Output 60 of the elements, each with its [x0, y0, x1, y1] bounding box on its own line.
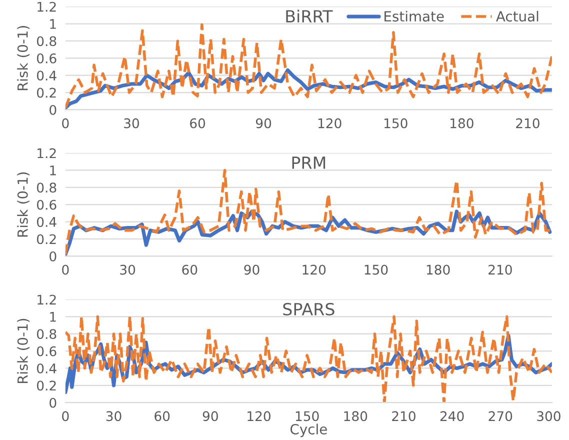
x-tick-label: 90: [244, 264, 260, 275]
y-tick-label: 0.8: [36, 36, 56, 46]
x-tick-label: 210: [516, 118, 540, 128]
y-tick-label: 1.2: [38, 294, 56, 304]
y-tick-label: 0.2: [36, 234, 56, 244]
y-axis-title: Risk (0-1): [17, 172, 30, 237]
x-tick-label: 120: [248, 411, 270, 422]
y-tick-label: 1.2: [38, 148, 56, 158]
x-tick-label: 180: [426, 264, 450, 275]
line-series: [65, 315, 552, 403]
x-tick-label: 120: [318, 118, 342, 128]
x-tick-label: 210: [488, 264, 512, 275]
y-axis-title: Risk (0-1): [17, 318, 30, 384]
x-tick-label: 150: [364, 264, 388, 275]
legend-label: Actual: [496, 10, 538, 22]
y-tick-label: 1.2: [38, 2, 56, 12]
x-tick-label: 30: [124, 118, 139, 128]
x-tick-label: 90: [256, 118, 272, 128]
x-tick-label: 0: [62, 411, 69, 422]
x-tick-label: 150: [296, 411, 319, 422]
x-tick-label: 90: [202, 411, 218, 422]
x-tick-label: 60: [190, 118, 206, 128]
y-tick-label: 0.8: [36, 182, 56, 193]
y-tick-label: 0.8: [36, 329, 56, 340]
x-tick-label: 270: [488, 411, 512, 422]
y-tick-label: 0: [50, 104, 56, 115]
legend-label: Estimate: [384, 10, 444, 22]
y-axis-title: Risk (0-1): [17, 26, 30, 90]
y-tick-label: 0.6: [36, 200, 56, 210]
y-tick-label: 1: [50, 19, 56, 29]
chart-title: BiRRT: [286, 10, 333, 22]
y-tick-label: 0.6: [36, 53, 56, 64]
y-tick-label: 0: [50, 251, 56, 262]
x-tick-label: 300: [537, 411, 560, 422]
line-series: [65, 168, 552, 256]
y-tick-label: 0.2: [36, 88, 56, 98]
y-tick-label: 0.6: [36, 346, 56, 356]
x-tick-label: 0: [62, 264, 69, 275]
y-tick-label: 0.2: [36, 380, 56, 391]
y-tick-label: 0: [50, 398, 56, 408]
x-tick-label: 180: [344, 411, 368, 422]
line-series: [65, 23, 552, 110]
x-tick-label: 180: [450, 118, 474, 128]
chart-title: SPARS: [283, 302, 334, 316]
x-tick-label: 120: [302, 264, 326, 275]
x-axis-title: Cycle: [290, 424, 327, 438]
y-tick-label: 0.4: [36, 70, 56, 81]
x-tick-label: 60: [182, 264, 198, 275]
y-tick-label: 1: [50, 312, 56, 322]
x-tick-label: 240: [440, 411, 464, 422]
y-tick-label: 1: [50, 166, 56, 176]
x-tick-label: 30: [106, 411, 122, 422]
x-tick-label: 0: [62, 118, 69, 128]
x-tick-label: 210: [392, 411, 416, 422]
x-tick-label: 150: [384, 118, 408, 128]
x-tick-label: 60: [154, 411, 170, 422]
chart-title: PRM: [292, 156, 326, 169]
y-tick-label: 0.4: [36, 363, 56, 374]
y-tick-label: 0.4: [36, 217, 56, 227]
x-tick-label: 30: [120, 264, 136, 275]
